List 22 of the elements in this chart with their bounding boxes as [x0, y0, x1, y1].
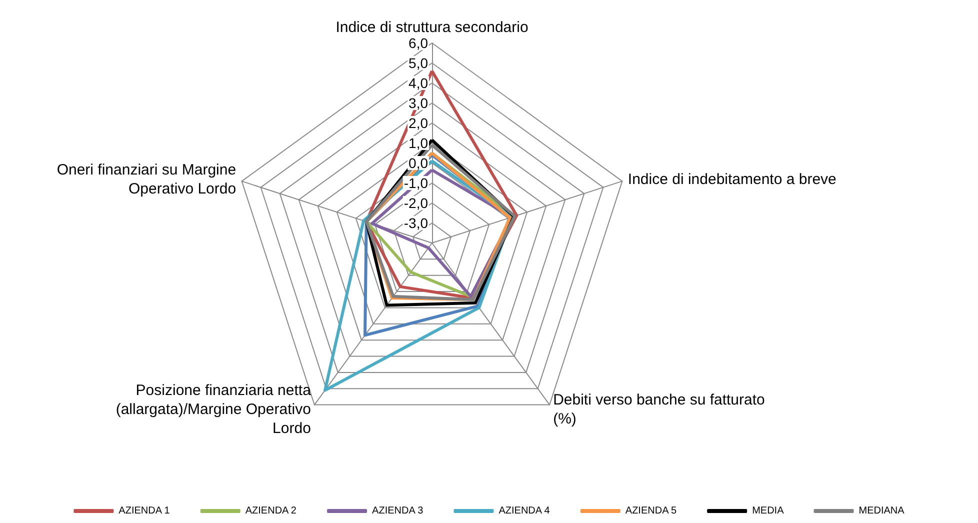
y-tick-label: 5,0	[408, 55, 428, 71]
legend-label: AZIENDA 4	[498, 506, 550, 516]
y-tick-label: 2,0	[408, 115, 428, 131]
spoke-label: Indice di struttura secondario	[336, 19, 528, 36]
y-tick-label: 0,0	[408, 155, 428, 171]
spoke-label: Debiti verso banche su fatturato (%)	[553, 392, 765, 428]
legend-label: MEDIA	[752, 506, 784, 516]
legend-label: MEDIANA	[858, 506, 905, 516]
y-tick-label: 3,0	[408, 95, 428, 111]
y-tick-label: -3,0	[404, 215, 428, 231]
legend-label: AZIENDA 3	[372, 506, 424, 516]
y-tick-label: -1,0	[404, 175, 428, 191]
y-tick-label: 6,0	[408, 35, 428, 51]
legend-label: AZIENDA 2	[245, 506, 297, 516]
y-tick-label: 1,0	[408, 135, 428, 151]
legend-label: AZIENDA 5	[625, 506, 677, 516]
spoke-label: Indice di indebitamento a breve	[628, 170, 836, 188]
legend-label: AZIENDA 1	[118, 506, 170, 516]
y-tick-label: -2,0	[404, 195, 428, 211]
spoke-label: Posizione finanziaria netta (allargata)/Margine Operativo Lordo	[116, 382, 312, 438]
y-tick-label: 4,0	[408, 75, 428, 91]
spoke-label: Oneri finanziari su Margine Operativo Lordo	[56, 161, 236, 198]
